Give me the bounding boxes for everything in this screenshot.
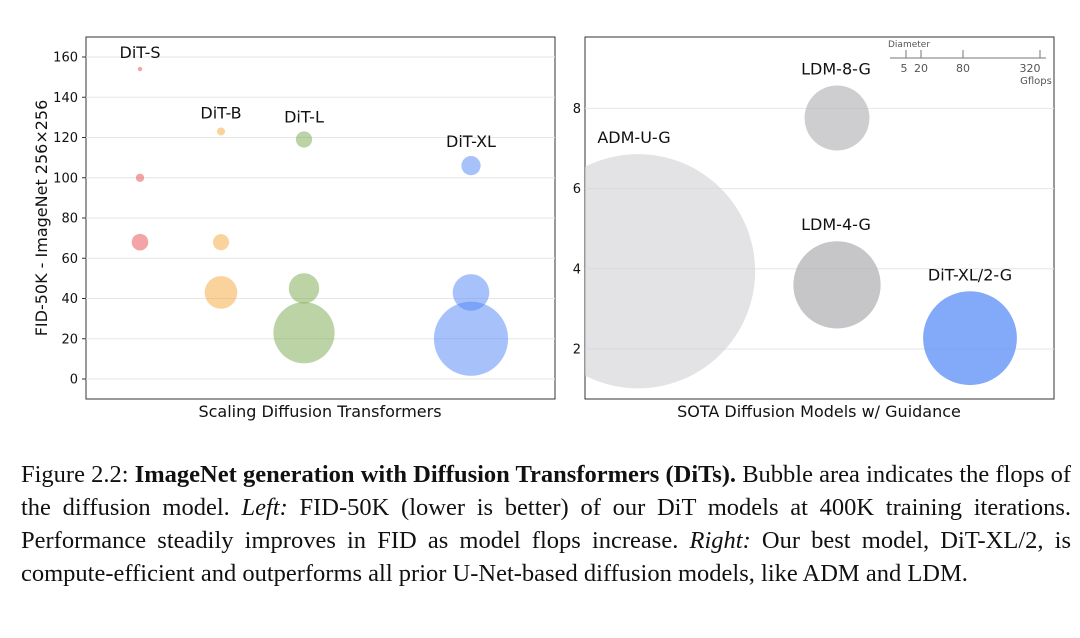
left-y-tick-label: 0 — [70, 373, 78, 388]
caption-label: Figure 2.2: — [21, 461, 129, 488]
bubble-dit-xl — [461, 156, 481, 176]
bubble-ldm-4-g — [793, 241, 881, 329]
series-label: DiT-S — [120, 43, 161, 62]
bubble-dit-b — [204, 276, 238, 309]
size-legend-tick-label: 80 — [956, 62, 970, 75]
bubble-dit-xl — [452, 274, 490, 311]
right-y-tick-label: 6 — [573, 182, 581, 197]
left-y-tick-label: 160 — [53, 51, 78, 66]
bubble-dit-s — [137, 66, 143, 72]
left-y-tick-label: 140 — [53, 91, 78, 106]
right-model-labels: ADM-U-G LDM-8-G LDM-4-G DiT-XL/2-G — [597, 60, 1012, 285]
bubble-dit-l — [288, 273, 320, 304]
bubble-dit-l — [273, 302, 335, 364]
caption-right: Right: — [689, 527, 751, 554]
left-y-tick-label: 120 — [53, 131, 78, 146]
caption-left: Left: — [241, 494, 288, 521]
bubble-dit-b — [216, 127, 226, 136]
caption-text-3: Our best model, DiT-XL/2, is compute-eff… — [21, 527, 1071, 587]
series-label: DiT-XL — [446, 132, 496, 151]
bubble-dit-s — [131, 233, 149, 251]
caption-text-2: FID-50K (lower is better) of our DiT mod… — [21, 494, 1071, 554]
left-y-tick-label: 40 — [61, 292, 78, 307]
bubble-dit-l — [295, 131, 313, 148]
size-legend-unit: Gflops — [1020, 76, 1052, 87]
left-y-axis-label: FID-50K - ImageNet 256×256 — [32, 100, 51, 337]
right-chart: 2 4 6 8 ADM-U-G LDM-8-G LDM-4-G DiT-XL/2-G Dia… — [573, 36, 1055, 421]
size-legend-tick-label: 5 — [901, 62, 908, 75]
bubble-dit-s — [135, 173, 145, 182]
left-y-tick-label: 20 — [61, 332, 78, 347]
model-label: ADM-U-G — [597, 128, 670, 147]
right-y-tick-label: 8 — [573, 102, 581, 117]
model-label: LDM-8-G — [801, 60, 871, 79]
model-label: DiT-XL/2-G — [928, 265, 1012, 284]
series-label: DiT-B — [200, 103, 241, 122]
bubble-ldm-8-g — [804, 85, 870, 151]
right-y-ticks: 2 4 6 8 — [573, 102, 581, 358]
figure-caption: Figure 2.2: ImageNet generation with Dif… — [21, 458, 1071, 590]
left-y-ticks: 0 20 40 60 80 100 120 140 160 — [53, 51, 86, 388]
size-legend-title: Diameter — [888, 40, 930, 50]
bubble-adm-u-g — [585, 154, 756, 389]
left-x-axis-label: Scaling Diffusion Transformers — [198, 402, 441, 421]
right-y-tick-label: 4 — [573, 262, 581, 277]
bubble-dit-b — [212, 234, 230, 251]
right-bubbles — [585, 85, 1017, 389]
right-x-axis-label: SOTA Diffusion Models w/ Guidance — [677, 402, 961, 421]
left-y-tick-label: 100 — [53, 171, 78, 186]
model-label: LDM-4-G — [801, 215, 871, 234]
bubble-dit-xl-2-g — [923, 291, 1017, 386]
size-legend-tick-label: 20 — [914, 62, 928, 75]
right-y-tick-label: 2 — [573, 343, 581, 358]
size-legend-tick-label: 320 — [1020, 62, 1041, 75]
left-y-tick-label: 60 — [61, 252, 78, 267]
series-label: DiT-L — [284, 107, 324, 126]
caption-title: ImageNet generation with Diffusion Trans… — [134, 461, 737, 488]
left-series-labels: DiT-S DiT-B DiT-L DiT-XL — [120, 43, 497, 151]
left-bubbles — [131, 66, 509, 376]
left-y-tick-label: 80 — [61, 212, 78, 227]
bubble-dit-xl — [433, 301, 509, 376]
caption-text-1: Bubble area indicates the flops of the d… — [21, 461, 1071, 521]
